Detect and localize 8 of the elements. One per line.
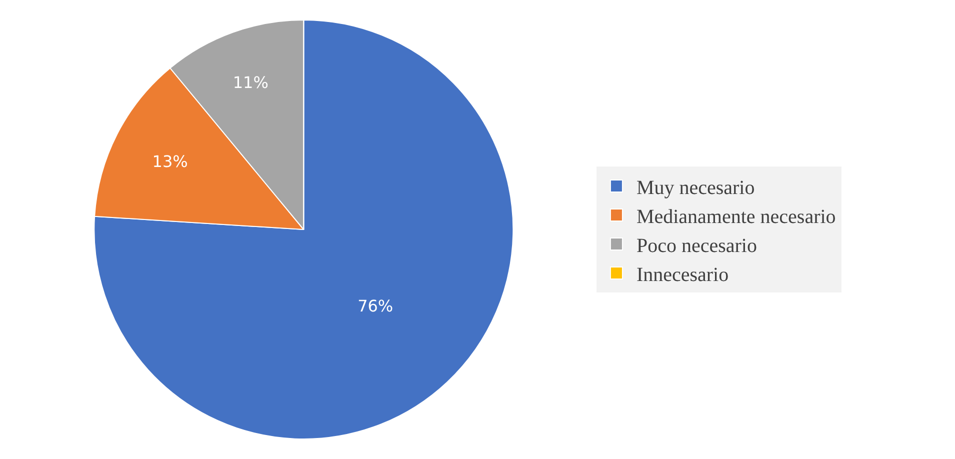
legend-label: Poco necesario	[636, 234, 757, 257]
pie-slice	[94, 20, 514, 440]
legend-label: Medianamente necesario	[636, 206, 836, 228]
legend-label: Innecesario	[636, 264, 729, 286]
data-label: 11%	[232, 72, 268, 92]
data-label: 13%	[152, 152, 188, 171]
data-label: 76%	[358, 296, 394, 316]
legend-label: Muy necesario	[636, 176, 755, 199]
